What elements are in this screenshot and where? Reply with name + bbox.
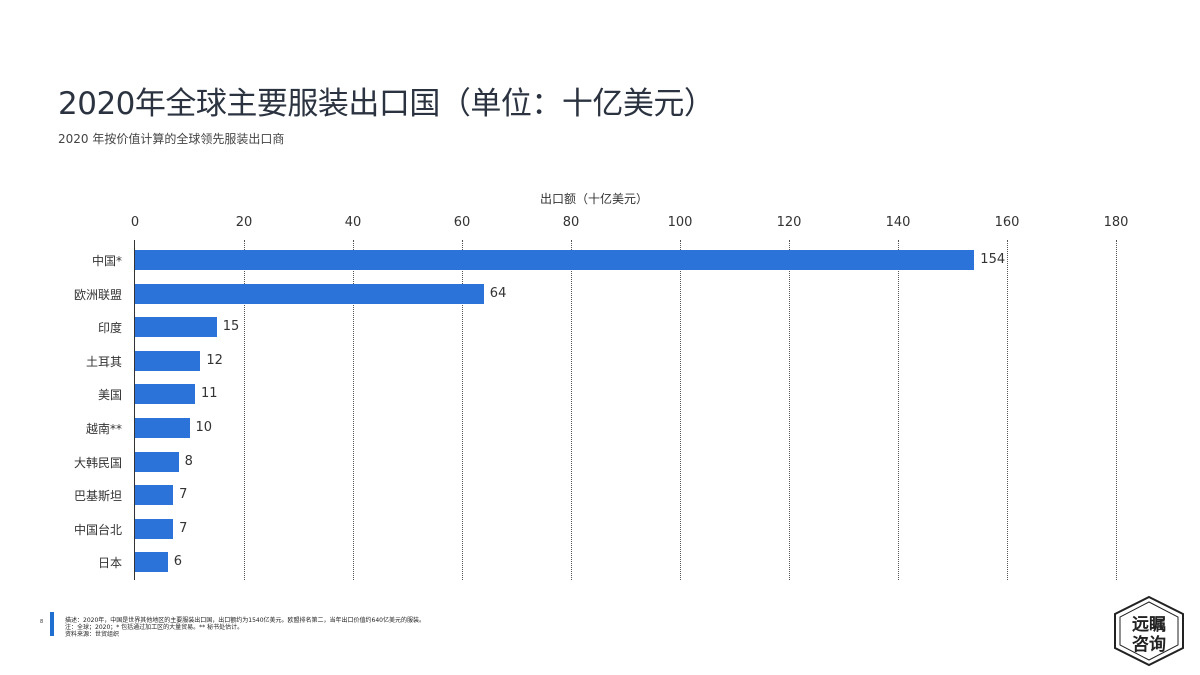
category-label: 中国* — [91, 254, 122, 268]
y-axis-line — [134, 240, 135, 580]
bar-value-label: 154 — [980, 252, 1006, 267]
bar — [135, 451, 179, 472]
gridline — [1007, 240, 1008, 580]
page-number: 8 — [40, 619, 44, 625]
page-subtitle: 2020 年按价值计算的全球领先服装出口商 — [58, 132, 285, 146]
gridline — [1116, 240, 1117, 580]
bar — [135, 350, 201, 371]
bar — [135, 384, 195, 405]
category-label: 越南** — [85, 422, 122, 436]
x-tick-label: 20 — [235, 215, 253, 230]
bar — [135, 317, 217, 338]
bar — [135, 250, 975, 270]
x-axis-title: 出口额（十亿美元） — [540, 192, 649, 206]
gridline — [571, 240, 572, 580]
hexagon-logo-icon: 远瞩 咨询 — [1114, 595, 1184, 667]
bar — [135, 485, 174, 506]
footnote-note: 注：全球；2020；* 包括通过加工区的大量贸易。** 秘书处估计。 — [65, 624, 244, 631]
x-tick-label: 180 — [1103, 215, 1129, 230]
bar — [135, 552, 168, 573]
bar-value-label: 11 — [200, 386, 218, 402]
footnote: 描述：2020年，中国是世界其他地区的主要服装出口国，出口额约为1540亿美元。… — [65, 617, 425, 638]
gridline — [680, 240, 681, 580]
gridline — [898, 240, 899, 580]
category-label: 欧洲联盟 — [73, 287, 122, 302]
bar-value-label: 7 — [179, 487, 188, 503]
x-tick-label: 140 — [885, 215, 911, 230]
logo-line-2: 咨询 — [1132, 634, 1166, 655]
bar-value-label: 12 — [206, 352, 223, 368]
x-tick-label: 0 — [130, 215, 140, 230]
category-label: 中国台北 — [73, 522, 122, 537]
bar — [135, 283, 484, 304]
bar-value-label: 6 — [173, 554, 182, 570]
bar — [135, 518, 174, 539]
x-tick-label: 120 — [776, 215, 802, 230]
gridline — [353, 240, 354, 580]
footnote-accent-bar — [50, 612, 54, 636]
category-label: 土耳其 — [85, 354, 122, 369]
category-label: 印度 — [97, 321, 122, 336]
bar-value-label: 15 — [222, 319, 240, 335]
bar-value-label: 8 — [184, 453, 193, 469]
category-label: 巴基斯坦 — [73, 489, 122, 504]
x-tick-label: 100 — [667, 215, 693, 230]
category-label: 美国 — [97, 388, 122, 403]
bar-value-label: 10 — [195, 420, 213, 435]
x-tick-label: 60 — [453, 215, 471, 230]
bar-value-label: 7 — [179, 520, 188, 536]
x-tick-label: 160 — [994, 215, 1020, 230]
gridline — [462, 240, 463, 580]
logo: 远瞩 咨询 — [1112, 595, 1186, 667]
bar-value-label: 64 — [489, 285, 507, 301]
page-title: 2020年全球主要服装出口国（单位：十亿美元） — [58, 86, 715, 122]
category-label: 大韩民国 — [73, 455, 122, 470]
gridline — [789, 240, 790, 580]
bar — [135, 418, 190, 438]
logo-line-1: 远瞩 — [1132, 615, 1166, 635]
footnote-source: 资料来源：世贸组织 — [65, 631, 120, 638]
gridline — [244, 240, 245, 580]
category-label: 日本 — [97, 556, 122, 571]
footnote-description: 描述：2020年，中国是世界其他地区的主要服装出口国，出口额约为1540亿美元。… — [65, 617, 425, 624]
x-tick-label: 80 — [562, 215, 580, 230]
x-tick-label: 40 — [344, 215, 362, 230]
